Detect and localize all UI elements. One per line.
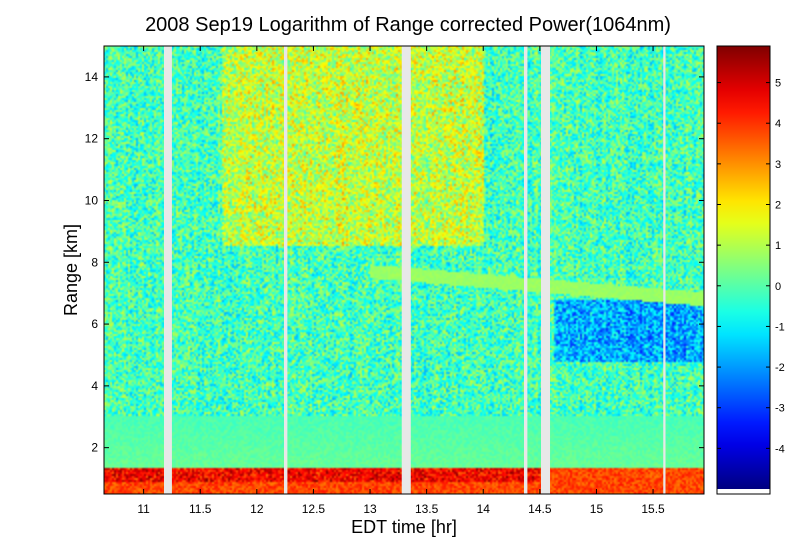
y-tick-label: 12 [85,132,99,146]
x-tick-label: 14 [477,502,491,516]
colorbar-fill [717,46,770,489]
x-tick-label: 15.5 [641,502,665,516]
x-tick-label: 13.5 [415,502,439,516]
data-gap-2 [401,46,411,494]
x-tick-label: 13 [363,502,377,516]
x-tick-label: 14.5 [528,502,552,516]
y-tick-label: 8 [91,255,98,269]
colorbar-tick-label: 5 [775,78,781,90]
x-tick-label: 15 [590,502,604,516]
colorbar-tick-label: 1 [775,240,781,252]
colorbar-tick-label: -1 [775,321,785,333]
y-axis-label: Range [km] [61,224,81,316]
y-tick-label: 6 [91,317,98,331]
y-tick-label: 4 [91,379,98,393]
x-tick-label: 12 [250,502,264,516]
x-tick-label: 11.5 [189,502,212,516]
colorbar-tick-label: 4 [775,118,781,130]
y-tick-label: 10 [85,193,99,207]
chart-title: 2008 Sep19 Logarithm of Range corrected … [145,14,671,36]
data-gaps [164,46,666,494]
colorbar: 5 4 3 2 1 0 -1 -2 -3 -4 [716,45,785,495]
plot-frame [103,45,705,495]
y-axis-ticks: 2 4 6 8 10 12 14 [85,70,704,455]
data-gap-5 [663,46,666,494]
data-gap-1 [284,46,288,494]
colorbar-tick-label: 3 [775,159,781,171]
x-axis-ticks: 11 11.5 12 12.5 13 13.5 14 14.5 15 15.5 [137,46,665,516]
y-tick-label: 2 [91,441,98,455]
y-tick-label: 14 [85,70,99,84]
x-axis-label: EDT time [hr] [351,517,457,537]
colorbar-tick-label: 2 [775,200,781,212]
colorbar-ticks: 5 4 3 2 1 0 -1 -2 -3 -4 [717,78,785,455]
colorbar-tick-label: -2 [775,362,785,374]
colorbar-frame [716,45,771,495]
x-tick-label: 12.5 [302,502,326,516]
data-gap-0 [164,46,172,494]
colorbar-tick-label: -3 [775,403,785,415]
colorbar-tick-label: -4 [775,443,785,455]
plot-area [103,45,705,495]
colorbar-tick-label: 0 [775,281,781,293]
data-gap-4 [540,46,551,494]
data-gap-3 [524,46,528,494]
x-tick-label: 11 [137,502,150,516]
